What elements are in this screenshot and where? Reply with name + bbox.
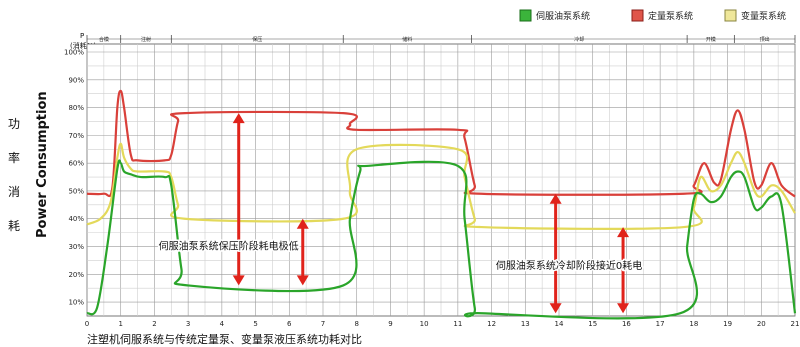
x-tick-label: 7 bbox=[321, 320, 325, 328]
y-tick-label: 100% bbox=[64, 49, 84, 57]
legend-label-variable: 变量泵系统 bbox=[741, 10, 786, 22]
x-tick-label: 0 bbox=[85, 320, 89, 328]
y-tick-label: 40% bbox=[68, 215, 84, 223]
arrow-head-down bbox=[549, 303, 562, 314]
x-tick-label: 10 bbox=[420, 320, 429, 328]
x-tick-label: 3 bbox=[186, 320, 190, 328]
phase-label: 顶出 bbox=[760, 36, 770, 43]
x-tick-label: 6 bbox=[287, 320, 292, 328]
arrow-head-down bbox=[617, 303, 630, 314]
ylabel-cn-char-1: 功 bbox=[8, 117, 20, 131]
phase-label: 冷却 bbox=[574, 36, 584, 43]
caption: 注塑机伺服系统与传统定量泵、变量泵液压系统功耗对比 bbox=[87, 332, 362, 346]
arrow-head-up bbox=[232, 113, 245, 124]
arrow-head-down bbox=[296, 275, 309, 286]
y-tick-label: 50% bbox=[68, 187, 84, 195]
legend-label-fixed: 定量泵系统 bbox=[648, 10, 693, 22]
y-tick-labels: 10% 20% 30% 40% 50% 60% 70% 80% 90% 100% bbox=[64, 49, 84, 307]
phase-label: 合模 bbox=[99, 36, 109, 43]
x-tick-label: 1 bbox=[118, 320, 122, 328]
legend-swatch-fixed bbox=[631, 9, 644, 22]
arrow-head-up bbox=[549, 193, 562, 204]
x-tick-label: 4 bbox=[220, 320, 225, 328]
legend-label-servo: 伺服油泵系统 bbox=[536, 10, 590, 22]
y-axis-top-label: P bbox=[80, 32, 84, 40]
y-tick-label: 70% bbox=[68, 132, 84, 140]
annotation-text: 伺服油泵系统保压阶段耗电极低 bbox=[159, 239, 299, 252]
double-arrow bbox=[549, 193, 562, 314]
x-tick-label: 11 bbox=[453, 320, 462, 328]
x-tick-label: 12 bbox=[487, 320, 496, 328]
x-tick-label: 13 bbox=[521, 320, 530, 328]
x-tick-label: 9 bbox=[388, 320, 392, 328]
double-arrow bbox=[232, 113, 245, 286]
phase-label: 开模 bbox=[706, 36, 716, 43]
x-tick-label: 18 bbox=[689, 320, 698, 328]
ylabel-cn-char-4: 耗 bbox=[8, 219, 20, 233]
y-tick-label: 20% bbox=[68, 271, 84, 279]
y-axis-unit: (消耗%) bbox=[70, 41, 96, 50]
ylabel-en: Power Consumption bbox=[35, 91, 50, 238]
phase-label: 储料 bbox=[402, 36, 412, 43]
double-arrow bbox=[617, 227, 630, 314]
phase-label: 保压 bbox=[252, 36, 262, 43]
x-tick-label: 20 bbox=[757, 320, 766, 328]
x-tick-label: 15 bbox=[588, 320, 597, 328]
x-tick-labels: 0 1 2 3 4 5 6 7 8 9 10 11 12 13 14 15 16 17 18 19 20 21 bbox=[85, 320, 800, 328]
double-arrow bbox=[296, 218, 309, 286]
y-tick-label: 80% bbox=[68, 104, 84, 112]
x-tick-label: 21 bbox=[791, 320, 800, 328]
x-tick-label: 2 bbox=[152, 320, 156, 328]
arrow-head-down bbox=[232, 275, 245, 286]
x-tick-label: 14 bbox=[555, 320, 564, 328]
y-tick-label: 90% bbox=[68, 76, 84, 84]
arrow-head-up bbox=[296, 218, 309, 229]
y-tick-label: 60% bbox=[68, 160, 84, 168]
grid bbox=[86, 44, 796, 316]
ylabel-cn-char-3: 消 bbox=[8, 185, 20, 199]
series-line-fixed bbox=[86, 89, 796, 198]
series-line-variable bbox=[86, 142, 796, 230]
x-tick-label: 8 bbox=[354, 320, 358, 328]
x-tick-label: 5 bbox=[253, 320, 257, 328]
series-line-servo bbox=[86, 159, 797, 320]
y-tick-label: 30% bbox=[68, 243, 84, 251]
phase-label: 注射 bbox=[141, 36, 151, 43]
legend: 伺服油泵系统 定量泵系统 变量泵系统 bbox=[519, 9, 786, 22]
ylabel-cn-char-2: 率 bbox=[8, 150, 20, 165]
annotation-arrows bbox=[232, 113, 630, 314]
legend-swatch-servo bbox=[519, 9, 532, 22]
y-tick-label: 10% bbox=[68, 299, 84, 307]
legend-swatch-variable bbox=[724, 9, 737, 22]
series-lines bbox=[86, 89, 797, 320]
x-tick-label: 16 bbox=[622, 320, 631, 328]
annotation-text: 伺服油泵系统冷却阶段接近0耗电 bbox=[496, 259, 642, 272]
arrow-head-up bbox=[617, 227, 630, 238]
x-tick-label: 17 bbox=[656, 320, 665, 328]
x-tick-label: 19 bbox=[723, 320, 732, 328]
y-axis-title: 功 率 消 耗 Power Consumption bbox=[8, 91, 50, 238]
phase-bar: 合模 注射 保压 储料 冷却 开模 顶出 bbox=[86, 35, 796, 43]
